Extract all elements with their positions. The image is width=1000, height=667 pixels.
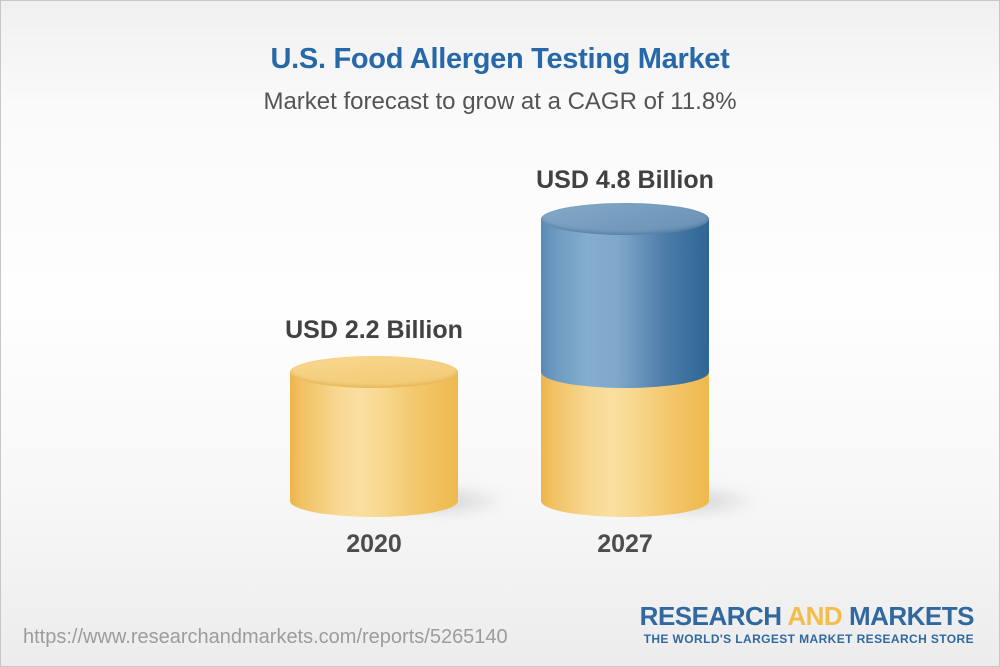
page-title: U.S. Food Allergen Testing Market <box>270 43 730 75</box>
source-url: https://www.researchandmarkets.com/repor… <box>23 626 508 648</box>
bar-2027-cylinder-top <box>541 203 709 235</box>
logo-word-and: AND <box>787 601 843 631</box>
value-label-2020: USD 2.2 Billion <box>285 316 463 344</box>
logo-word-markets: MARKETS <box>848 601 975 631</box>
x-axis-label-2027: 2027 <box>597 530 653 558</box>
logo-word-research: RESEARCH <box>639 601 782 631</box>
bar-2020-cylinder-side <box>290 372 458 517</box>
logo-wordmark: RESEARCH AND MARKETS <box>639 601 975 631</box>
bar-2027-growth-segment <box>541 219 709 388</box>
bar-2020-cylinder-top <box>290 356 458 388</box>
x-axis-label-2020: 2020 <box>346 530 402 558</box>
value-label-2027: USD 4.8 Billion <box>536 166 714 194</box>
chart-subtitle: Market forecast to grow at a CAGR of 11.… <box>263 88 737 115</box>
research-and-markets-logo: RESEARCH AND MARKETS THE WORLD'S LARGEST… <box>639 601 975 646</box>
logo-tagline: THE WORLD'S LARGEST MARKET RESEARCH STOR… <box>643 632 974 646</box>
bar-2027-base-segment <box>541 372 709 517</box>
